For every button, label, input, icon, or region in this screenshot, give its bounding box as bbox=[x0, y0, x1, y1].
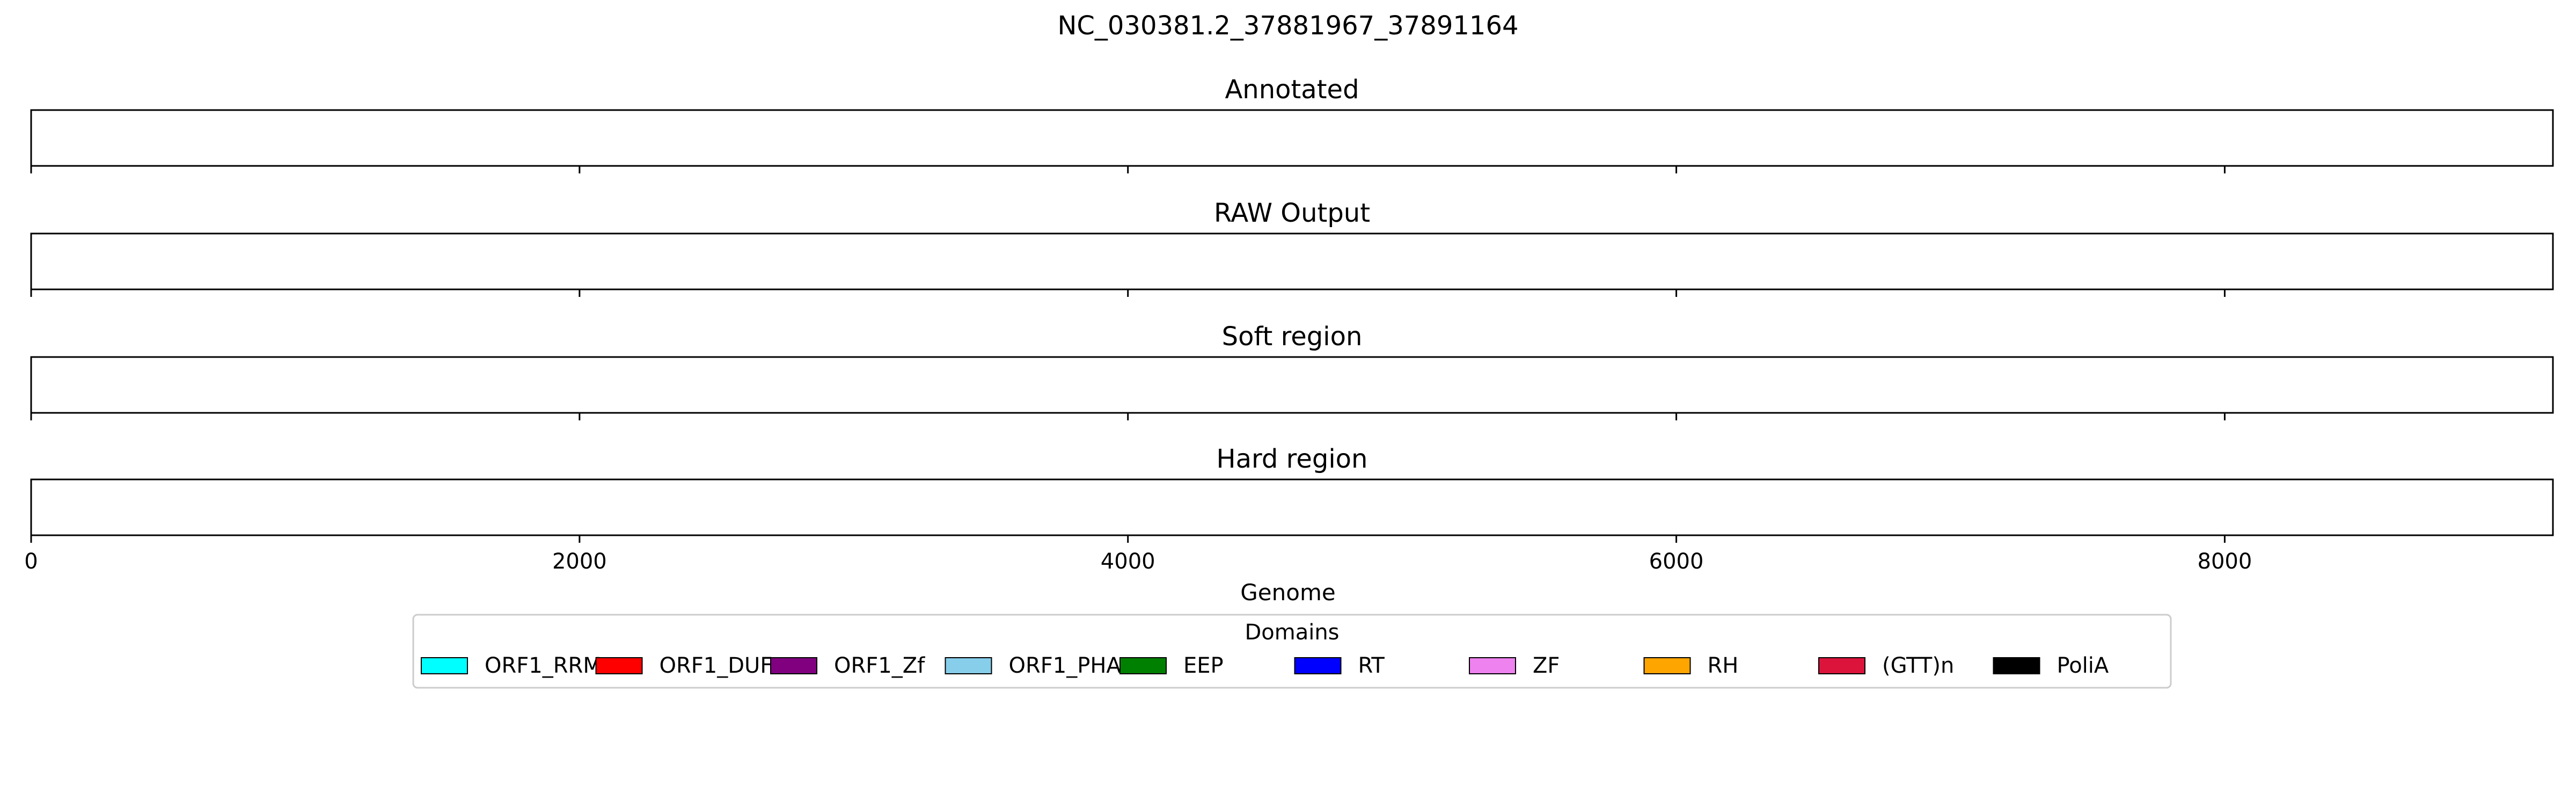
legend-label: ORF1_DUF bbox=[660, 653, 773, 678]
panel-1: RAW Output bbox=[30, 198, 2554, 297]
legend-swatch bbox=[1119, 657, 1167, 674]
chart-title: NC_030381.2_37881967_37891164 bbox=[1057, 11, 1518, 41]
panel-title: Soft region bbox=[1222, 322, 1363, 352]
panel-0: Annotated bbox=[30, 75, 2554, 173]
legend-label: ORF1_Zf bbox=[834, 653, 925, 678]
legend-swatch bbox=[1818, 657, 1865, 674]
legend-item: PoliA bbox=[1993, 653, 2109, 678]
legend-item: ORF1_Zf bbox=[770, 653, 925, 678]
panels: Annotated RAW Output Soft region Hard regio… bbox=[24, 75, 2554, 574]
panel-title: Hard region bbox=[1217, 444, 1368, 474]
legend-swatch bbox=[1469, 657, 1516, 674]
legend-label: RH bbox=[1708, 653, 1739, 678]
legend-item: EEP bbox=[1119, 653, 1224, 678]
legend-label: (GTT)n bbox=[1882, 653, 1954, 678]
legend-label: ORF1_RRM bbox=[485, 653, 602, 678]
x-axis-label: Genome bbox=[1240, 579, 1335, 606]
legend-item: RH bbox=[1643, 653, 1739, 678]
panel-title: RAW Output bbox=[1214, 198, 1370, 228]
legend-swatch bbox=[1294, 657, 1342, 674]
x-tick-label: 8000 bbox=[2198, 549, 2252, 574]
panel-3: Hard region 0 2000 4000 6000 8000 bbox=[24, 444, 2554, 574]
panel-title: Annotated bbox=[1225, 75, 1359, 105]
x-tick-label: 4000 bbox=[1101, 549, 1155, 574]
panel-2: Soft region bbox=[30, 322, 2554, 420]
legend-label: ORF1_PHA bbox=[1009, 653, 1122, 678]
panel-frame bbox=[30, 478, 2554, 536]
panel-frame bbox=[30, 232, 2554, 290]
legend-item: RT bbox=[1294, 653, 1385, 678]
panel-frame bbox=[30, 109, 2554, 167]
legend-label: RT bbox=[1358, 653, 1385, 678]
x-tick-label: 2000 bbox=[552, 549, 607, 574]
legend-label: PoliA bbox=[2057, 653, 2109, 678]
legend: Domains ORF1_RRM ORF1_DUF ORF1_Zf ORF1_PHA EE… bbox=[412, 614, 2172, 689]
legend-item: ORF1_RRM bbox=[421, 653, 602, 678]
legend-item: ORF1_DUF bbox=[595, 653, 773, 678]
legend-item: ZF bbox=[1469, 653, 1560, 678]
legend-swatch bbox=[1993, 657, 2040, 674]
x-tick-label: 0 bbox=[24, 549, 38, 574]
legend-swatch bbox=[1643, 657, 1691, 674]
legend-swatch bbox=[595, 657, 643, 674]
legend-box bbox=[412, 614, 2172, 689]
panel-frame bbox=[30, 356, 2554, 414]
legend-item: ORF1_PHA bbox=[945, 653, 1122, 678]
legend-label: EEP bbox=[1183, 653, 1224, 678]
x-tick-label: 6000 bbox=[1649, 549, 1704, 574]
legend-swatch bbox=[945, 657, 992, 674]
legend-item: (GTT)n bbox=[1818, 653, 1954, 678]
legend-title: Domains bbox=[1245, 620, 1339, 645]
legend-swatch bbox=[421, 657, 468, 674]
legend-swatch bbox=[770, 657, 817, 674]
legend-label: ZF bbox=[1533, 653, 1560, 678]
